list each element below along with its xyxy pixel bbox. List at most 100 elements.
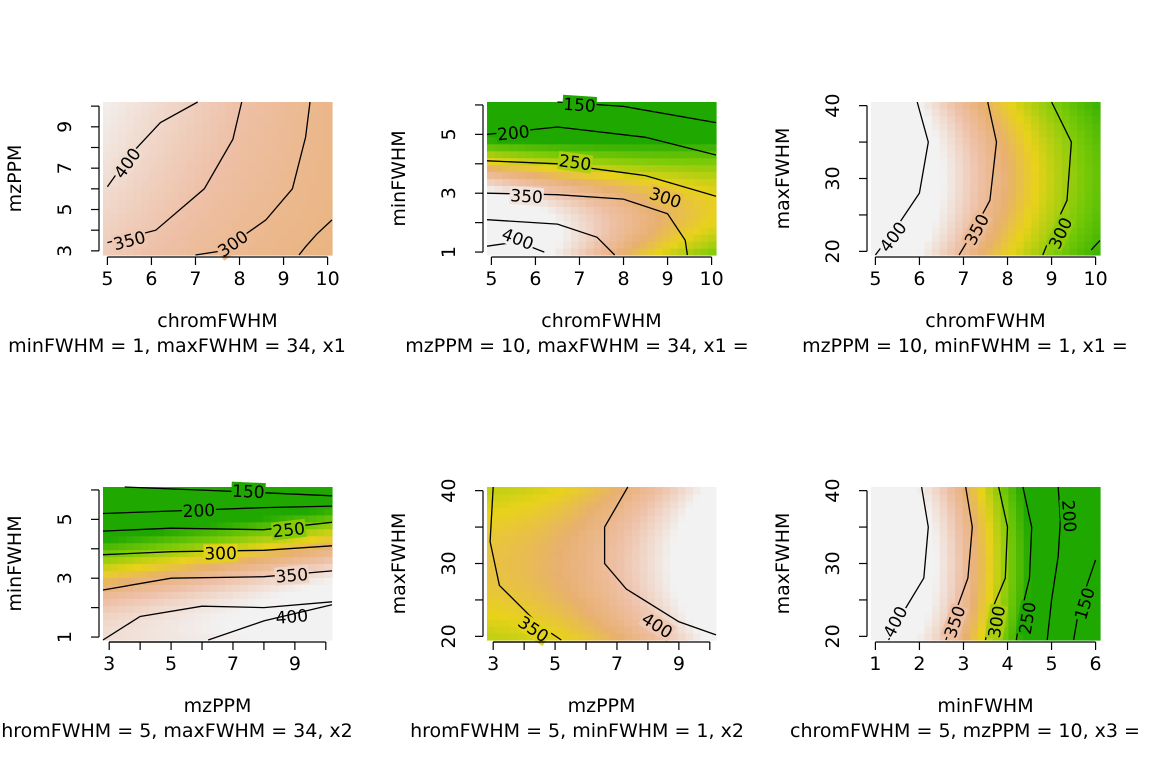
heat-cell [700, 164, 709, 173]
heat-cell [532, 612, 542, 620]
heat-cell [148, 563, 158, 572]
heat-cell [255, 500, 264, 509]
heat-cell [1038, 542, 1048, 551]
heat-cell [993, 143, 1002, 152]
heat-cell [309, 227, 318, 235]
heat-cell [240, 192, 249, 200]
heat-cell [693, 584, 702, 592]
heat-cell [593, 192, 603, 200]
heat-cell [148, 164, 158, 173]
heat-cell [954, 199, 964, 207]
heat-cell [194, 157, 203, 166]
heat-cell [677, 234, 687, 242]
heat-cell [186, 556, 196, 565]
heat-cell [970, 514, 979, 523]
heat-cell [693, 605, 702, 613]
heat-cell [1069, 164, 1078, 173]
heat-cell [540, 122, 549, 131]
heat-cell [639, 626, 648, 634]
heat-cell [1061, 108, 1071, 117]
heat-cell [632, 514, 641, 523]
heat-cell [494, 556, 503, 565]
heat-cell [255, 143, 264, 152]
heat-cell [532, 563, 542, 572]
heat-cell [700, 493, 709, 502]
heat-cell [1077, 570, 1086, 578]
heat-cell [487, 206, 496, 214]
heat-cell [555, 241, 564, 249]
heat-cell [125, 563, 135, 572]
heat-cell [225, 521, 234, 530]
heat-cell [555, 605, 564, 613]
heat-cell [278, 136, 287, 145]
heat-cell [255, 150, 264, 159]
heat-cell [225, 570, 234, 578]
heat-cell [993, 507, 1002, 516]
heat-cell [487, 549, 496, 558]
heat-cell [494, 584, 503, 592]
heat-cell [563, 178, 572, 187]
heat-cell [947, 535, 956, 544]
heat-cell [601, 108, 610, 117]
heat-cell [939, 549, 948, 558]
heat-cell [700, 514, 709, 523]
heat-cell [118, 143, 127, 152]
contour-label-bg [879, 602, 912, 642]
heat-cell [179, 192, 188, 200]
heat-cell [1031, 241, 1040, 249]
heat-cell [916, 213, 926, 221]
heat-cell [570, 556, 580, 565]
heat-cell [647, 102, 656, 110]
heat-cell [1046, 157, 1055, 166]
heat-cell [662, 220, 671, 228]
heat-cell [103, 206, 112, 214]
heat-cell [263, 528, 272, 537]
heat-cell [1061, 150, 1071, 159]
heat-cell [993, 591, 1002, 599]
heat-cell [156, 185, 165, 193]
heat-cell [570, 185, 580, 193]
heat-cell [1046, 192, 1055, 200]
heat-cell [670, 102, 679, 110]
heat-cell [548, 591, 557, 599]
heat-cell [616, 535, 625, 544]
heat-cell [255, 563, 264, 572]
heat-cell [647, 213, 656, 221]
heat-cell [232, 577, 241, 585]
heat-cell [924, 570, 933, 578]
heat-cell [103, 487, 112, 495]
heat-cell [570, 535, 580, 544]
heat-cell [609, 633, 618, 641]
heat-cell [156, 108, 165, 117]
y-axis-label: maxFWHM [772, 513, 794, 615]
heat-cell [1038, 626, 1048, 634]
heat-cell [639, 227, 648, 235]
heat-cell [570, 493, 580, 502]
heat-cell [639, 220, 648, 228]
heat-cell [609, 234, 618, 242]
heat-cell [110, 192, 119, 200]
heat-cell [677, 542, 687, 551]
heat-cell [700, 136, 709, 145]
heat-cell [248, 108, 257, 117]
heat-cell [962, 129, 971, 138]
heat-cell [509, 507, 519, 516]
heat-cell [878, 157, 887, 166]
heat-cell [593, 122, 603, 131]
heat-cell [1016, 549, 1025, 558]
heat-cell [502, 563, 511, 572]
x-tick-label: 6 [145, 268, 157, 290]
heat-cell [962, 556, 971, 565]
y-axis-label: minFWHM [4, 515, 26, 611]
heat-cell [601, 143, 610, 152]
heat-cell [263, 521, 272, 530]
heat-cell [540, 227, 549, 235]
heat-cell [487, 626, 496, 634]
heat-cell [171, 528, 180, 537]
heat-cell [316, 528, 325, 537]
heat-cell [248, 227, 257, 235]
heat-cell [639, 500, 648, 509]
heat-cell [654, 507, 664, 516]
heat-cell [487, 591, 496, 599]
